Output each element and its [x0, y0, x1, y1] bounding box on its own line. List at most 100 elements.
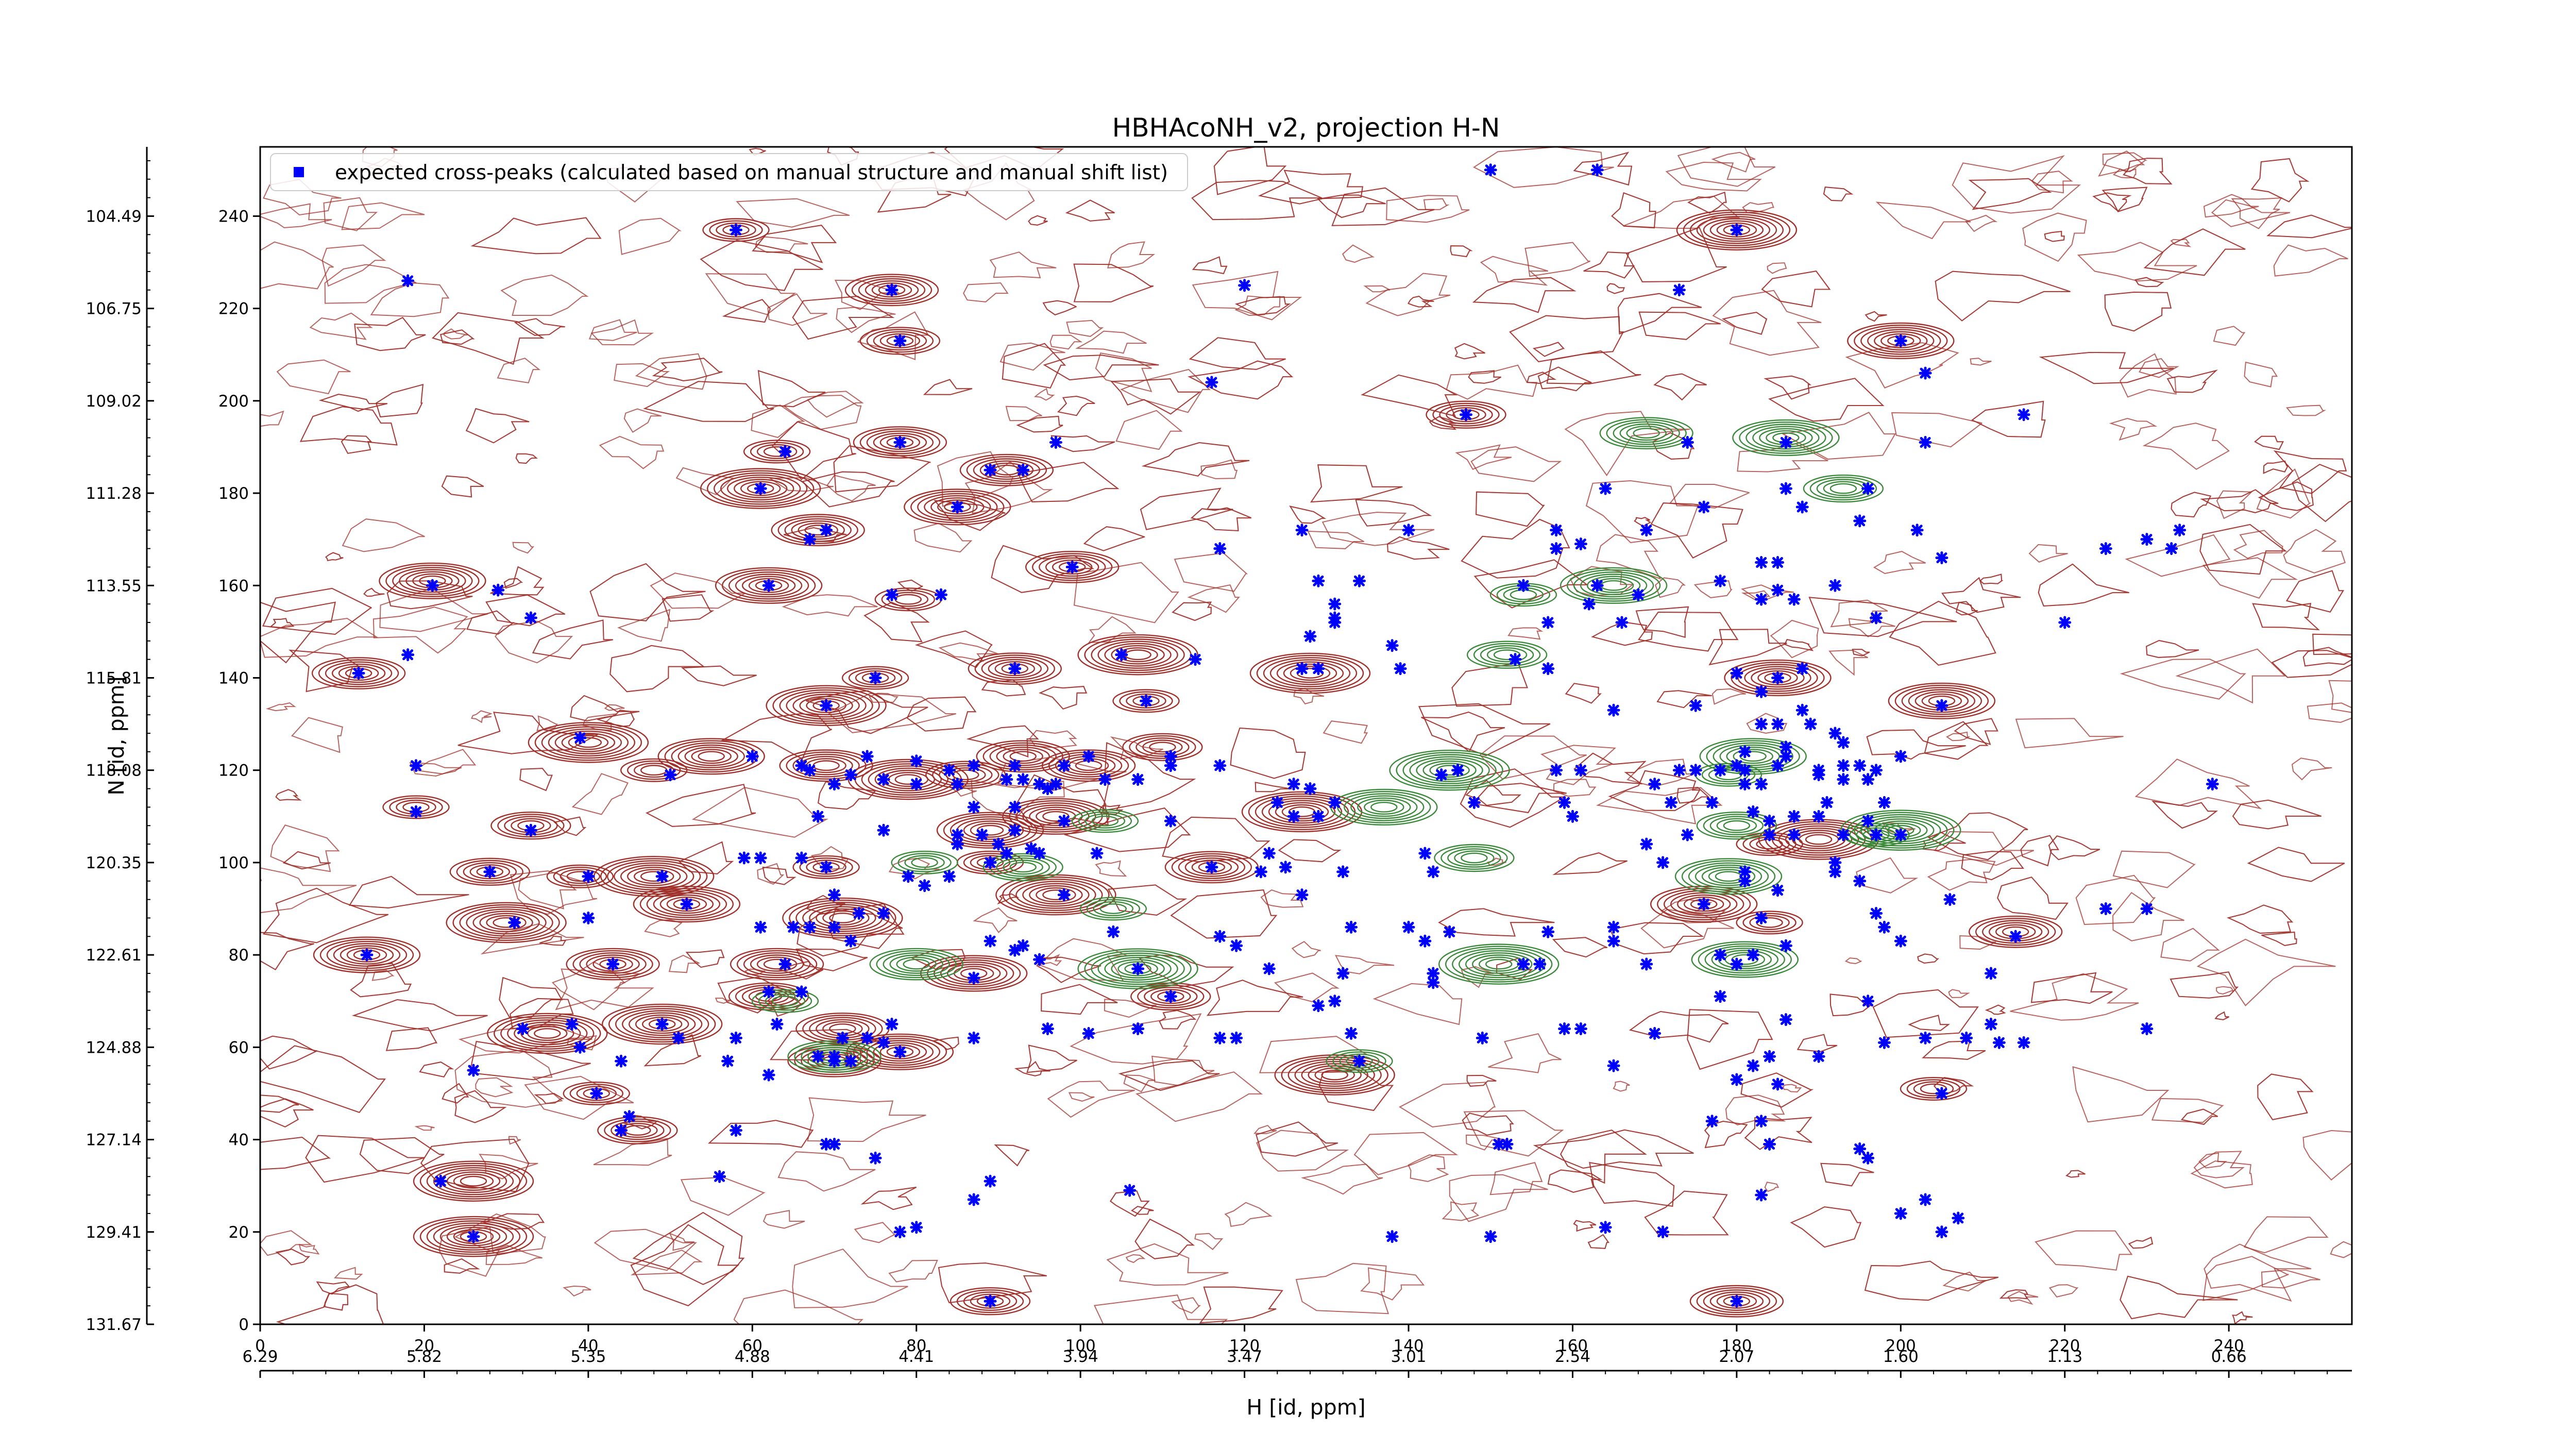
expected-peak-marker — [1459, 408, 1472, 422]
positive-peak-contour — [1900, 1076, 1968, 1101]
expected-peak-marker — [1681, 435, 1694, 449]
expected-peak-marker — [2017, 408, 2030, 422]
expected-peak-marker — [1771, 583, 1784, 597]
expected-peak-marker — [762, 1068, 775, 1082]
expected-peak-marker — [1336, 967, 1350, 980]
noise-contour — [1387, 536, 1450, 560]
x-ppm-tick-label: 2.54 — [1555, 1347, 1590, 1366]
expected-peak-marker — [1213, 1031, 1227, 1044]
noise-contour — [1234, 295, 1281, 316]
positive-peak-contour — [546, 864, 614, 888]
noise-contour — [2273, 244, 2348, 277]
expected-peak-marker — [1861, 773, 1875, 786]
noise-contour — [1134, 1218, 1195, 1259]
expected-peak-marker — [828, 1050, 841, 1063]
expected-peak-marker — [877, 773, 890, 786]
noise-contour — [1654, 577, 1686, 598]
noise-contour — [1172, 601, 1212, 621]
noise-contour — [1192, 256, 1228, 275]
noise-contour — [1656, 690, 1712, 709]
expected-peak-marker — [1747, 1059, 1760, 1072]
expected-peak-marker — [951, 500, 964, 514]
noise-contour — [2307, 702, 2352, 723]
expected-peak-marker — [869, 1151, 882, 1165]
expected-peak-marker — [1681, 828, 1694, 841]
noise-contour — [260, 617, 379, 658]
noise-contour — [2151, 1098, 2224, 1123]
noise-contour — [801, 471, 895, 508]
noise-contour — [2233, 530, 2283, 559]
noise-contour — [260, 1098, 314, 1128]
negative-peak-contour — [1691, 941, 1799, 978]
noise-contour — [2077, 242, 2197, 282]
positive-peak-contour — [563, 1081, 631, 1105]
expected-peak-marker — [729, 1031, 742, 1044]
noise-contour — [1438, 908, 1555, 937]
expected-peak-marker — [1771, 759, 1784, 772]
noise-contour — [1509, 315, 1624, 362]
expected-peak-marker — [1492, 1138, 1505, 1151]
expected-peak-marker — [1328, 796, 1342, 809]
noise-contour — [1866, 729, 1966, 760]
x-tick-label: 40 — [578, 1337, 598, 1355]
noise-contour — [508, 1136, 521, 1145]
expected-peak-marker — [918, 879, 931, 892]
noise-contour — [1638, 611, 1739, 652]
noise-contour — [1342, 244, 1375, 263]
noise-contour — [1107, 884, 1188, 916]
expected-peak-marker — [1861, 482, 1875, 495]
x-ppm-tick-label: 5.82 — [406, 1347, 442, 1366]
noise-contour — [1110, 1190, 1150, 1217]
y-ppm-tick-label: 122.61 — [86, 946, 142, 965]
noise-contour — [1386, 195, 1470, 223]
positive-peak-contour — [1249, 652, 1371, 694]
expected-peak-marker — [1394, 662, 1407, 676]
noise-contour — [934, 500, 1006, 531]
noise-contour — [2015, 718, 2124, 749]
expected-peak-marker — [1270, 796, 1284, 809]
noise-contour — [1927, 812, 2028, 861]
noise-contour — [2112, 891, 2184, 941]
expected-peak-marker — [967, 1031, 980, 1044]
expected-peak-marker — [1082, 750, 1095, 763]
expected-peak-marker — [1008, 662, 1022, 676]
expected-peak-marker — [1418, 934, 1432, 948]
expected-peak-marker — [1427, 967, 1440, 980]
expected-peak-marker — [1755, 555, 1768, 569]
expected-peak-marker — [1795, 662, 1809, 676]
noise-contour — [1687, 191, 1727, 214]
y-ppm-tick-label: 106.75 — [86, 300, 142, 318]
noise-contour — [1174, 552, 1248, 592]
expected-peak-marker — [1632, 588, 1645, 601]
legend-label: expected cross-peaks (calculated based o… — [335, 161, 1168, 184]
positive-peak-contour — [382, 795, 450, 819]
noise-contour — [685, 949, 725, 968]
expected-peak-marker — [1730, 957, 1743, 971]
noise-contour — [1189, 337, 1286, 370]
expected-peak-marker — [1672, 764, 1686, 777]
noise-contour — [599, 435, 665, 469]
noise-contour — [2139, 358, 2180, 378]
noise-contour — [370, 282, 450, 317]
expected-peak-marker — [1755, 778, 1768, 791]
noise-contour — [1922, 1040, 1986, 1060]
positive-peak-contour — [976, 740, 1070, 773]
expected-peak-marker — [967, 971, 980, 985]
noise-contour — [1258, 170, 1363, 205]
noise-contour — [1693, 580, 1733, 599]
expected-peak-marker — [1730, 667, 1743, 680]
noise-contour — [1355, 499, 1432, 527]
noise-contour — [2030, 972, 2113, 1004]
noise-contour — [2292, 464, 2352, 523]
expected-peak-marker — [951, 828, 964, 841]
noise-contour — [1585, 480, 1699, 543]
negative-peak-contour — [1079, 897, 1147, 921]
noise-contour — [1005, 406, 1042, 422]
expected-peak-marker — [1574, 1022, 1587, 1036]
expected-peak-marker — [1877, 796, 1891, 809]
expected-peak-marker — [1935, 1087, 1948, 1100]
expected-peak-marker — [426, 579, 439, 592]
expected-peak-marker — [622, 1110, 636, 1123]
noise-contour — [652, 358, 723, 382]
noise-contour — [2202, 1256, 2289, 1301]
